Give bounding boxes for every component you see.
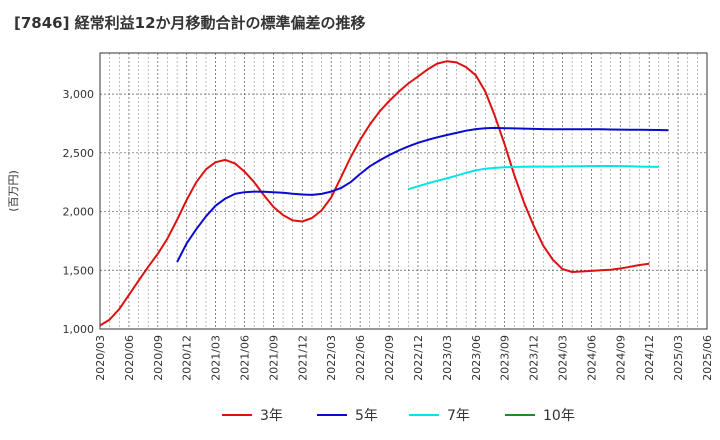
x-tick-label: 2023/12 — [528, 335, 541, 381]
y-tick-label: 3,000 — [63, 88, 95, 101]
x-tick-label: 2024/06 — [585, 335, 598, 381]
x-tick-label: 2022/12 — [412, 335, 425, 381]
legend-label: 10年 — [543, 408, 575, 424]
legend-label: 3年 — [260, 408, 283, 424]
legend-swatch — [505, 414, 535, 416]
x-tick-label: 2023/06 — [470, 335, 483, 381]
x-tick-label: 2023/03 — [441, 335, 454, 381]
series-line-5年 — [176, 126, 669, 263]
x-tick-label: 2020/06 — [123, 335, 136, 381]
series-lines — [99, 60, 669, 327]
x-axis-ticks: 2020/03 2020/06 2020/09 2020/12 2021/03 2021/… — [94, 335, 714, 381]
series-line-7年 — [408, 165, 659, 191]
x-tick-label: 2025/06 — [701, 335, 714, 381]
y-tick-label: 1,000 — [63, 323, 95, 336]
legend-swatch — [409, 414, 439, 416]
y-tick-label: 1,500 — [63, 264, 95, 277]
x-tick-label: 2021/06 — [239, 335, 252, 381]
x-tick-label: 2024/12 — [643, 335, 656, 381]
x-tick-label: 2024/03 — [556, 335, 569, 381]
x-tick-label: 2020/03 — [94, 335, 107, 381]
y-tick-label: 2,500 — [63, 147, 95, 160]
x-tick-label: 2022/03 — [325, 335, 338, 381]
x-tick-label: 2022/09 — [383, 335, 396, 381]
legend-item: 7年 — [409, 402, 470, 428]
x-tick-label: 2024/09 — [614, 335, 627, 381]
y-axis-label: (百万円) — [7, 170, 20, 212]
legend-item: 10年 — [505, 402, 575, 428]
y-tick-label: 2,000 — [63, 206, 95, 219]
legend-swatch — [317, 414, 347, 416]
x-tick-label: 2020/12 — [181, 335, 194, 381]
x-tick-label: 2021/12 — [296, 335, 309, 381]
line-chart: 1,000 1,500 2,000 2,500 3,000 2020/03 2020/06… — [7, 52, 714, 381]
x-tick-label: 2020/09 — [152, 335, 165, 381]
series-line-3年 — [99, 60, 650, 327]
chart-title: [7846] 経常利益12か月移動合計の標準偏差の推移 — [14, 14, 366, 32]
x-tick-label: 2022/06 — [354, 335, 367, 381]
x-tick-label: 2021/09 — [267, 335, 280, 381]
x-tick-label: 2023/09 — [499, 335, 512, 381]
legend-item: 3年 — [222, 402, 283, 428]
legend-label: 5年 — [355, 408, 378, 424]
legend-item: 5年 — [317, 402, 378, 428]
plot-area-frame — [99, 52, 708, 330]
legend-swatch — [222, 414, 252, 416]
x-tick-label: 2021/03 — [210, 335, 223, 381]
legend-label: 7年 — [447, 408, 470, 424]
y-axis-ticks: 1,000 1,500 2,000 2,500 3,000 — [63, 88, 95, 336]
x-tick-label: 2025/03 — [672, 335, 685, 381]
legend: 3年 5年 7年 10年 — [0, 402, 720, 428]
